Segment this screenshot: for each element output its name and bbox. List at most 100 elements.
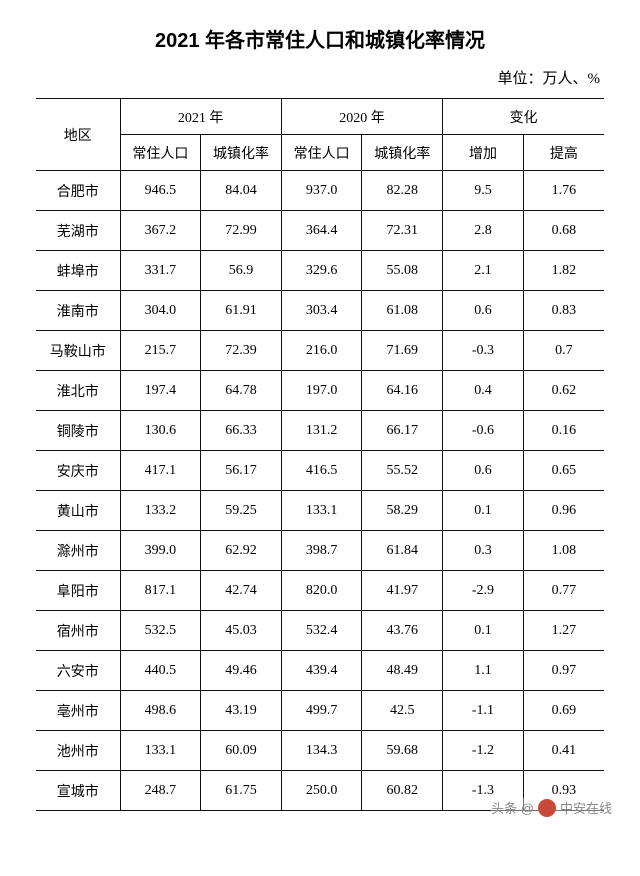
cell-u20: 55.08 <box>362 251 443 291</box>
table-body: 合肥市946.584.04937.082.289.51.76芜湖市367.272… <box>36 171 604 811</box>
cell-imp: 1.82 <box>523 251 604 291</box>
cell-inc: -1.2 <box>443 731 524 771</box>
cell-inc: 2.1 <box>443 251 524 291</box>
table-row: 淮南市304.061.91303.461.080.60.83 <box>36 291 604 331</box>
cell-region: 合肥市 <box>36 171 120 211</box>
watermark-avatar-icon <box>538 799 556 817</box>
cell-u21: 62.92 <box>201 531 282 571</box>
cell-imp: 0.96 <box>523 491 604 531</box>
cell-imp: 0.7 <box>523 331 604 371</box>
cell-u20: 59.68 <box>362 731 443 771</box>
table-row: 合肥市946.584.04937.082.289.51.76 <box>36 171 604 211</box>
cell-region: 马鞍山市 <box>36 331 120 371</box>
cell-p20: 303.4 <box>281 291 362 331</box>
cell-imp: 0.16 <box>523 411 604 451</box>
cell-p21: 498.6 <box>120 691 201 731</box>
cell-u20: 55.52 <box>362 451 443 491</box>
table-row: 亳州市498.643.19499.742.5-1.10.69 <box>36 691 604 731</box>
table-row: 池州市133.160.09134.359.68-1.20.41 <box>36 731 604 771</box>
cell-region: 滁州市 <box>36 531 120 571</box>
cell-region: 池州市 <box>36 731 120 771</box>
cell-inc: 0.6 <box>443 451 524 491</box>
cell-p20: 216.0 <box>281 331 362 371</box>
cell-u20: 42.5 <box>362 691 443 731</box>
cell-p20: 133.1 <box>281 491 362 531</box>
cell-p20: 416.5 <box>281 451 362 491</box>
cell-p20: 250.0 <box>281 771 362 811</box>
cell-inc: 2.8 <box>443 211 524 251</box>
table-row: 马鞍山市215.772.39216.071.69-0.30.7 <box>36 331 604 371</box>
header-pop-2020: 常住人口 <box>281 135 362 171</box>
cell-p21: 248.7 <box>120 771 201 811</box>
cell-imp: 0.69 <box>523 691 604 731</box>
cell-p20: 532.4 <box>281 611 362 651</box>
cell-p21: 367.2 <box>120 211 201 251</box>
cell-u21: 64.78 <box>201 371 282 411</box>
cell-u21: 59.25 <box>201 491 282 531</box>
cell-region: 铜陵市 <box>36 411 120 451</box>
cell-p20: 820.0 <box>281 571 362 611</box>
cell-region: 芜湖市 <box>36 211 120 251</box>
cell-u21: 72.99 <box>201 211 282 251</box>
header-2020: 2020 年 <box>281 99 442 135</box>
cell-p21: 197.4 <box>120 371 201 411</box>
cell-inc: -0.6 <box>443 411 524 451</box>
cell-imp: 0.68 <box>523 211 604 251</box>
cell-u21: 45.03 <box>201 611 282 651</box>
table-header: 地区 2021 年 2020 年 变化 常住人口 城镇化率 常住人口 城镇化率 … <box>36 99 604 171</box>
cell-p21: 304.0 <box>120 291 201 331</box>
cell-p21: 440.5 <box>120 651 201 691</box>
cell-imp: 0.41 <box>523 731 604 771</box>
cell-u20: 43.76 <box>362 611 443 651</box>
cell-u21: 42.74 <box>201 571 282 611</box>
cell-u21: 84.04 <box>201 171 282 211</box>
cell-p21: 215.7 <box>120 331 201 371</box>
cell-inc: -2.9 <box>443 571 524 611</box>
table-row: 宿州市532.545.03532.443.760.11.27 <box>36 611 604 651</box>
cell-imp: 1.08 <box>523 531 604 571</box>
cell-p21: 331.7 <box>120 251 201 291</box>
cell-region: 阜阳市 <box>36 571 120 611</box>
cell-u20: 61.08 <box>362 291 443 331</box>
table-row: 安庆市417.156.17416.555.520.60.65 <box>36 451 604 491</box>
cell-inc: -1.1 <box>443 691 524 731</box>
cell-p20: 364.4 <box>281 211 362 251</box>
cell-inc: 9.5 <box>443 171 524 211</box>
cell-imp: 0.62 <box>523 371 604 411</box>
cell-region: 亳州市 <box>36 691 120 731</box>
cell-p21: 399.0 <box>120 531 201 571</box>
cell-imp: 1.76 <box>523 171 604 211</box>
header-urb-2020: 城镇化率 <box>362 135 443 171</box>
watermark-name: 中安在线 <box>560 798 612 817</box>
header-urb-2021: 城镇化率 <box>201 135 282 171</box>
cell-p20: 439.4 <box>281 651 362 691</box>
cell-u21: 72.39 <box>201 331 282 371</box>
data-table: 地区 2021 年 2020 年 变化 常住人口 城镇化率 常住人口 城镇化率 … <box>36 98 604 811</box>
cell-p21: 417.1 <box>120 451 201 491</box>
cell-p20: 398.7 <box>281 531 362 571</box>
cell-region: 黄山市 <box>36 491 120 531</box>
watermark: 头条 @ 中安在线 <box>491 798 612 817</box>
cell-u21: 43.19 <box>201 691 282 731</box>
cell-inc: 1.1 <box>443 651 524 691</box>
cell-inc: 0.1 <box>443 611 524 651</box>
cell-u21: 56.17 <box>201 451 282 491</box>
cell-u20: 72.31 <box>362 211 443 251</box>
watermark-prefix: 头条 @ <box>491 798 534 817</box>
cell-region: 淮北市 <box>36 371 120 411</box>
page-title: 2021 年各市常住人口和城镇化率情况 <box>36 24 604 53</box>
page: 2021 年各市常住人口和城镇化率情况 单位：万人、% 地区 2021 年 20… <box>0 0 640 831</box>
cell-p21: 130.6 <box>120 411 201 451</box>
table-row: 蚌埠市331.756.9329.655.082.11.82 <box>36 251 604 291</box>
cell-p20: 134.3 <box>281 731 362 771</box>
cell-p21: 532.5 <box>120 611 201 651</box>
cell-u21: 49.46 <box>201 651 282 691</box>
cell-inc: 0.1 <box>443 491 524 531</box>
cell-u20: 82.28 <box>362 171 443 211</box>
cell-u20: 64.16 <box>362 371 443 411</box>
cell-p20: 937.0 <box>281 171 362 211</box>
cell-p20: 197.0 <box>281 371 362 411</box>
cell-u20: 61.84 <box>362 531 443 571</box>
cell-u20: 71.69 <box>362 331 443 371</box>
cell-u20: 58.29 <box>362 491 443 531</box>
